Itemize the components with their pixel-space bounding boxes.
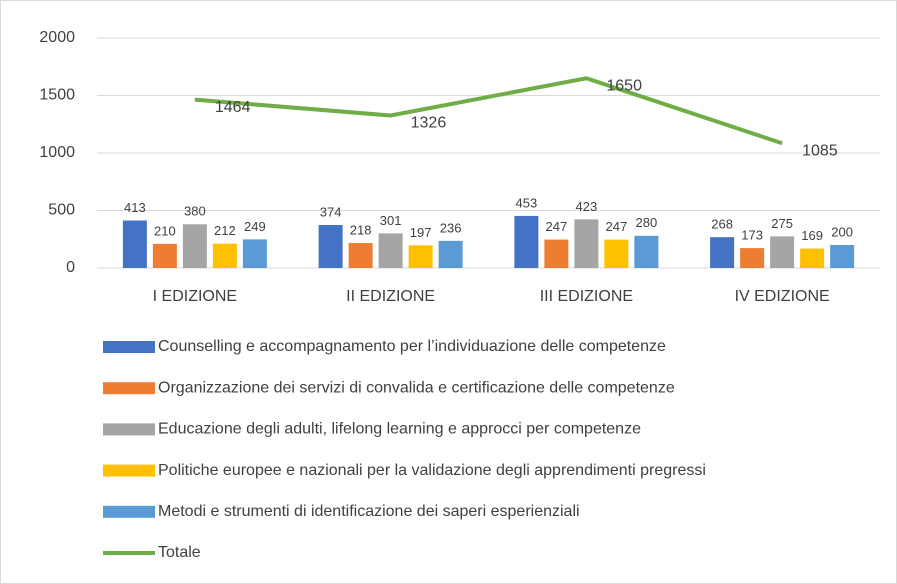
bar bbox=[770, 236, 795, 268]
bar bbox=[348, 242, 373, 268]
legend-label: Counselling e accompagnamento per l’indi… bbox=[158, 338, 666, 355]
legend-swatch bbox=[103, 423, 155, 436]
data-label: 374 bbox=[320, 204, 342, 219]
data-label: 280 bbox=[636, 215, 658, 230]
bar bbox=[634, 235, 659, 268]
legend-swatch bbox=[103, 464, 155, 477]
y-tick-label: 0 bbox=[66, 259, 75, 276]
legend-label: Totale bbox=[158, 544, 201, 561]
bar bbox=[544, 239, 569, 268]
y-tick-label: 500 bbox=[48, 202, 75, 219]
bar bbox=[212, 243, 237, 268]
data-label: 247 bbox=[546, 219, 568, 234]
bar bbox=[408, 245, 433, 268]
data-label: 268 bbox=[711, 217, 733, 232]
bar bbox=[152, 243, 177, 268]
bar bbox=[514, 215, 539, 268]
x-tick-label: IV EDIZIONE bbox=[735, 288, 830, 305]
bar bbox=[378, 233, 403, 268]
bar bbox=[438, 240, 463, 268]
bar bbox=[710, 237, 735, 268]
legend-swatch bbox=[103, 505, 155, 518]
line-data-label: 1085 bbox=[802, 142, 838, 159]
bar bbox=[182, 224, 207, 268]
data-label: 301 bbox=[380, 213, 402, 228]
data-label: 275 bbox=[771, 216, 793, 231]
legend-label: Metodi e strumenti di identificazione de… bbox=[158, 503, 580, 520]
bar bbox=[242, 239, 267, 268]
bar bbox=[122, 220, 147, 268]
x-tick-label: II EDIZIONE bbox=[346, 288, 435, 305]
legend-label: Organizzazione dei servizi di convalida … bbox=[158, 379, 675, 396]
data-label: 249 bbox=[244, 219, 266, 234]
bar bbox=[574, 219, 599, 268]
data-label: 453 bbox=[516, 195, 538, 210]
data-label: 212 bbox=[214, 223, 236, 238]
bar bbox=[800, 248, 825, 268]
data-label: 218 bbox=[350, 222, 372, 237]
bar bbox=[830, 245, 855, 268]
data-label: 197 bbox=[410, 225, 432, 240]
legend-label: Educazione degli adulti, lifelong learni… bbox=[158, 421, 641, 438]
line bbox=[194, 76, 783, 146]
line-data-label: 1464 bbox=[215, 99, 251, 116]
x-tick-label: III EDIZIONE bbox=[540, 288, 633, 305]
data-label: 247 bbox=[606, 219, 628, 234]
bar bbox=[604, 239, 629, 268]
y-tick-label: 1500 bbox=[39, 87, 75, 104]
bar bbox=[740, 248, 765, 268]
data-label: 236 bbox=[440, 220, 462, 235]
data-label: 173 bbox=[741, 228, 763, 243]
legend-label: Politiche europee e nazionali per la val… bbox=[158, 462, 706, 479]
data-label: 423 bbox=[576, 199, 598, 214]
x-tick-label: I EDIZIONE bbox=[153, 288, 237, 305]
y-tick-label: 2000 bbox=[39, 29, 75, 46]
legend-swatch bbox=[103, 382, 155, 395]
line-data-label: 1650 bbox=[606, 77, 642, 94]
data-label: 200 bbox=[831, 224, 853, 239]
data-label: 380 bbox=[184, 204, 206, 219]
legend-swatch bbox=[103, 341, 155, 353]
data-label: 169 bbox=[801, 228, 823, 243]
data-label: 210 bbox=[154, 223, 176, 238]
y-tick-label: 1000 bbox=[39, 144, 75, 161]
line-data-label: 1326 bbox=[411, 115, 447, 132]
data-label: 413 bbox=[124, 200, 146, 215]
bar bbox=[318, 224, 343, 268]
